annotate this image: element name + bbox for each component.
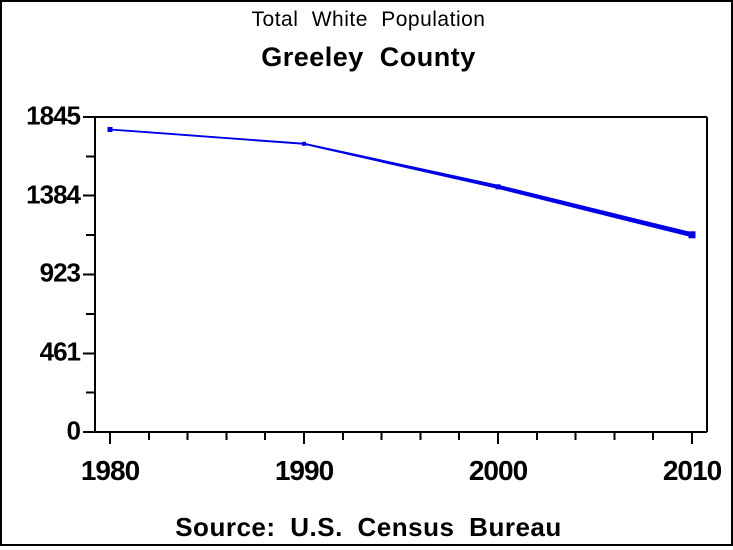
y-tick-label: 1384 bbox=[26, 178, 81, 209]
chart-title: Total White Population bbox=[251, 8, 486, 31]
source-footnote: Source: U.S. Census Bureau bbox=[175, 512, 562, 542]
x-tick-label: 2000 bbox=[468, 455, 528, 486]
y-tick-label: 1845 bbox=[26, 100, 81, 131]
x-tick-label: 2010 bbox=[662, 455, 722, 486]
y-tick-label: 0 bbox=[66, 415, 81, 446]
chart-subtitle: Greeley County bbox=[261, 42, 476, 72]
x-tick-label: 1980 bbox=[80, 455, 140, 486]
x-tick-label: 1990 bbox=[274, 455, 334, 486]
y-tick-label: 461 bbox=[39, 336, 81, 367]
y-tick-label: 923 bbox=[39, 257, 81, 288]
